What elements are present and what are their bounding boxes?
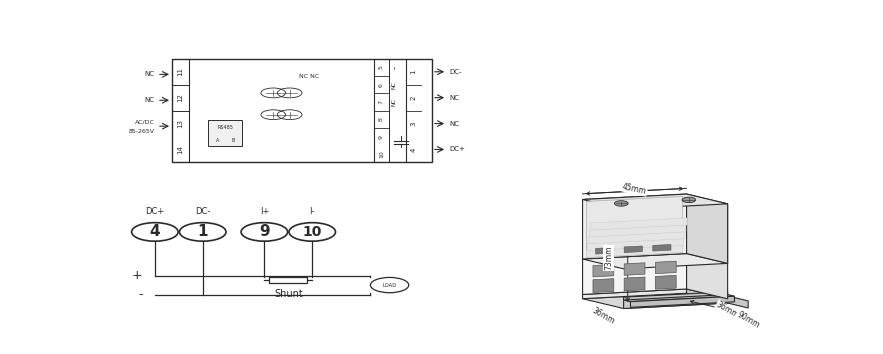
Polygon shape [583,289,687,299]
Text: 8: 8 [379,117,384,121]
Text: 3: 3 [411,121,417,126]
Text: NC: NC [392,81,396,88]
Polygon shape [687,194,728,263]
Text: 45mm: 45mm [622,182,647,196]
Text: 5: 5 [379,65,384,69]
Text: 7: 7 [379,100,384,104]
Text: NC: NC [392,98,396,106]
Text: RS485: RS485 [217,125,233,130]
Text: 13: 13 [177,119,184,128]
Text: 10: 10 [303,225,322,239]
Bar [172,59,432,162]
Text: 6: 6 [379,83,384,87]
Polygon shape [583,253,687,295]
Text: -: - [138,288,142,301]
Polygon shape [587,239,683,251]
Text: 36mm: 36mm [590,306,616,326]
Text: 9: 9 [379,135,384,138]
Text: I+: I+ [260,207,269,216]
Text: 9: 9 [259,224,269,239]
Text: 1: 1 [198,224,208,239]
Text: LOAD: LOAD [382,282,396,287]
Bar [269,277,307,283]
Polygon shape [624,263,645,275]
Polygon shape [728,296,748,308]
Polygon shape [593,279,614,292]
Text: 90mm: 90mm [736,310,761,330]
Polygon shape [655,261,676,274]
Text: 4: 4 [411,147,417,152]
Polygon shape [586,196,683,257]
Text: AC/DC: AC/DC [135,120,155,125]
Text: DC+: DC+ [145,207,164,216]
Circle shape [615,201,628,206]
Text: 36mm: 36mm [714,300,741,320]
Polygon shape [687,289,728,303]
Text: DC-: DC- [195,207,210,216]
Polygon shape [624,277,645,291]
Text: 1: 1 [411,69,417,74]
Polygon shape [583,253,728,269]
Polygon shape [583,194,728,209]
Polygon shape [687,253,728,299]
Text: 12: 12 [177,93,184,102]
Polygon shape [593,264,614,277]
Polygon shape [655,275,676,289]
Text: +: + [132,269,142,282]
Text: 85-265V: 85-265V [129,129,155,133]
Text: I-: I- [310,207,315,216]
Text: 10: 10 [379,150,384,158]
Polygon shape [624,246,642,253]
Text: -: - [391,66,400,69]
Text: A: A [216,138,220,143]
Text: NC: NC [145,97,155,103]
Text: NC: NC [145,72,155,78]
Circle shape [682,197,696,202]
Polygon shape [623,292,728,309]
Text: 11: 11 [177,67,184,76]
Polygon shape [623,204,728,269]
Polygon shape [591,218,687,230]
Text: B: B [231,138,235,143]
Text: DC-: DC- [449,69,462,75]
Polygon shape [653,245,671,251]
Polygon shape [595,247,614,254]
Polygon shape [623,295,735,302]
Bar [208,120,243,146]
Text: NC: NC [449,121,459,127]
Polygon shape [583,293,728,309]
Polygon shape [583,194,687,259]
Polygon shape [589,232,685,244]
Polygon shape [630,296,735,307]
Polygon shape [590,225,686,237]
Text: NC: NC [449,95,459,101]
Text: 73mm: 73mm [604,246,613,270]
Polygon shape [586,245,683,257]
Text: 4: 4 [149,224,160,239]
Text: Shunt: Shunt [274,289,303,299]
Text: NC NC: NC NC [298,74,319,79]
Text: 14: 14 [177,145,184,154]
Text: DC+: DC+ [449,147,465,153]
Text: 2: 2 [411,96,417,100]
